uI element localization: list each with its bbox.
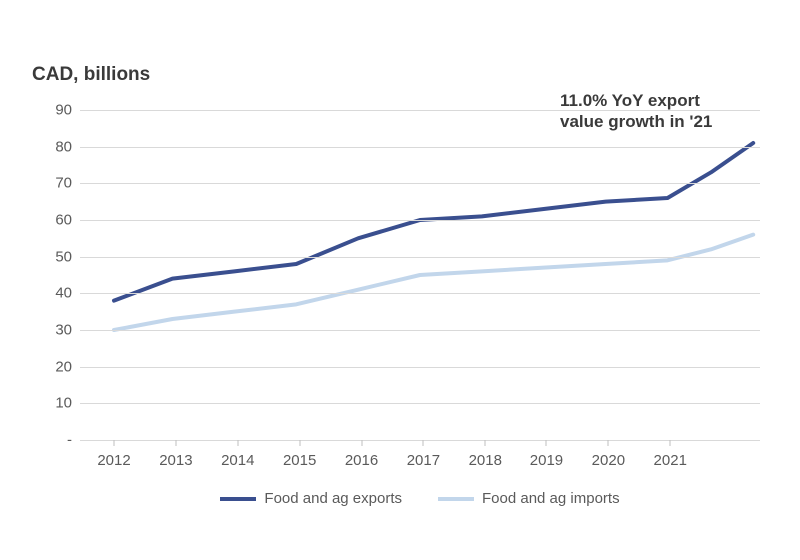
legend-swatch bbox=[438, 497, 474, 501]
gridline bbox=[80, 183, 760, 184]
x-tick-mark bbox=[299, 440, 300, 446]
x-tick-mark bbox=[361, 440, 362, 446]
gridline bbox=[80, 367, 760, 368]
x-tick-mark bbox=[114, 440, 115, 446]
x-tick-label: 2012 bbox=[97, 452, 130, 469]
gridline bbox=[80, 110, 760, 111]
y-tick-label: 50 bbox=[40, 248, 72, 265]
y-tick-label: - bbox=[40, 432, 72, 449]
legend-label: Food and ag imports bbox=[482, 490, 620, 507]
x-tick-mark bbox=[237, 440, 238, 446]
x-tick-label: 2014 bbox=[221, 452, 254, 469]
x-tick-mark bbox=[546, 440, 547, 446]
y-tick-label: 60 bbox=[40, 212, 72, 229]
gridline bbox=[80, 147, 760, 148]
series-line bbox=[114, 143, 753, 301]
chart-lines bbox=[80, 110, 760, 440]
legend: Food and ag exports Food and ag imports bbox=[80, 490, 760, 507]
y-tick-label: 90 bbox=[40, 102, 72, 119]
legend-swatch bbox=[220, 497, 256, 501]
y-tick-label: 70 bbox=[40, 175, 72, 192]
legend-label: Food and ag exports bbox=[264, 490, 402, 507]
legend-item: Food and ag imports bbox=[438, 490, 620, 507]
gridline bbox=[80, 403, 760, 404]
x-tick-mark bbox=[670, 440, 671, 446]
y-axis-title: CAD, billions bbox=[32, 64, 150, 86]
x-tick-label: 2015 bbox=[283, 452, 316, 469]
annotation-line-1: 11.0% YoY export bbox=[560, 91, 700, 110]
y-tick-label: 80 bbox=[40, 138, 72, 155]
legend-item: Food and ag exports bbox=[220, 490, 402, 507]
x-tick-label: 2016 bbox=[345, 452, 378, 469]
line-chart: CAD, billions 11.0% YoY export value gro… bbox=[0, 0, 800, 560]
x-tick-mark bbox=[485, 440, 486, 446]
y-tick-label: 30 bbox=[40, 322, 72, 339]
series-line bbox=[114, 235, 753, 330]
x-tick-label: 2013 bbox=[159, 452, 192, 469]
y-tick-label: 20 bbox=[40, 358, 72, 375]
plot-area bbox=[80, 110, 760, 440]
x-tick-mark bbox=[423, 440, 424, 446]
x-tick-label: 2017 bbox=[407, 452, 440, 469]
y-tick-label: 10 bbox=[40, 395, 72, 412]
x-tick-mark bbox=[608, 440, 609, 446]
gridline bbox=[80, 257, 760, 258]
x-tick-mark bbox=[175, 440, 176, 446]
x-tick-label: 2020 bbox=[592, 452, 625, 469]
gridline bbox=[80, 293, 760, 294]
gridline bbox=[80, 220, 760, 221]
x-tick-label: 2019 bbox=[530, 452, 563, 469]
gridline bbox=[80, 440, 760, 441]
y-tick-label: 40 bbox=[40, 285, 72, 302]
x-tick-label: 2018 bbox=[469, 452, 502, 469]
x-tick-label: 2021 bbox=[654, 452, 687, 469]
gridline bbox=[80, 330, 760, 331]
